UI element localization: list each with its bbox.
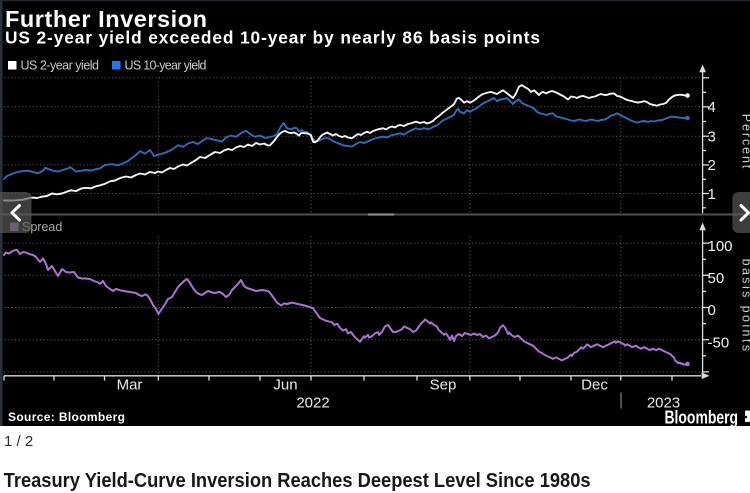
svg-text:Jun: Jun: [273, 377, 297, 394]
svg-text:Bloomberg: Bloomberg: [665, 407, 739, 427]
svg-text:US 2-year yield: US 2-year yield: [21, 59, 100, 73]
svg-text:basis points: basis points: [739, 259, 750, 354]
svg-text:Dec: Dec: [581, 377, 608, 394]
svg-text:Mar: Mar: [117, 377, 143, 394]
svg-text:Further Inversion: Further Inversion: [5, 6, 207, 32]
svg-text:Spread: Spread: [22, 220, 62, 234]
svg-text:2023: 2023: [647, 394, 680, 411]
svg-text:-50: -50: [708, 334, 730, 351]
svg-text:Source: Bloomberg: Source: Bloomberg: [8, 410, 125, 424]
svg-text:100: 100: [708, 238, 733, 255]
svg-text:US 2-year yield exceeded 10-ye: US 2-year yield exceeded 10-year by near…: [5, 28, 540, 48]
svg-text:1: 1: [708, 186, 716, 203]
svg-text:50: 50: [708, 270, 725, 287]
svg-text:4: 4: [708, 99, 716, 116]
svg-text:US 10-year yield: US 10-year yield: [125, 59, 207, 73]
svg-text:2: 2: [708, 157, 716, 174]
svg-text:Percent: Percent: [739, 114, 750, 170]
svg-text:Sep: Sep: [430, 377, 457, 394]
svg-text:2022: 2022: [296, 394, 329, 411]
svg-text:0: 0: [708, 302, 716, 319]
svg-text:3: 3: [708, 129, 716, 146]
